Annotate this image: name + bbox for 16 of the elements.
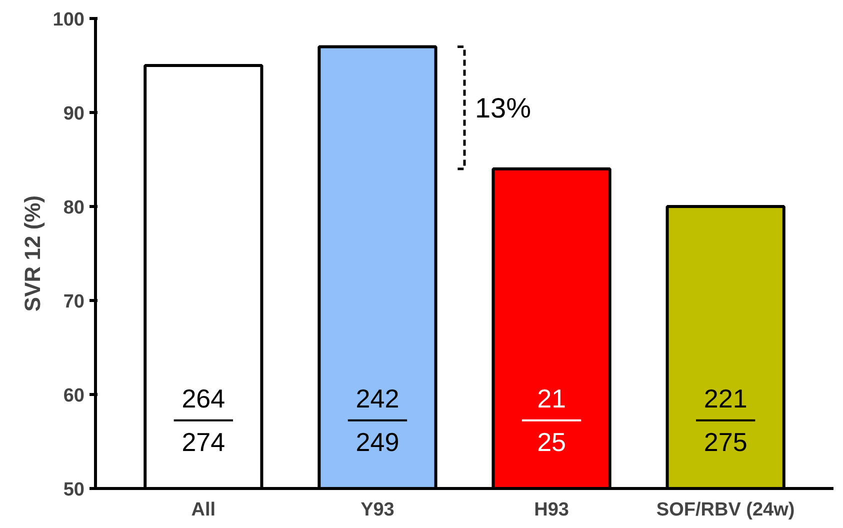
annotation: 264 274 (182, 384, 226, 458)
y-tick-label: 80 (63, 198, 85, 218)
x-tick-label: H93 (534, 500, 569, 520)
y-tick-label: 50 (63, 480, 85, 500)
y-axis-title: SVR 12 (%) (20, 195, 45, 312)
y-tick-label: 70 (63, 292, 85, 312)
y-tick-label: 60 (63, 386, 85, 406)
x-tick-label: All (191, 500, 216, 520)
annotation: 221 275 (704, 384, 748, 458)
y-tick-label: 100 (52, 10, 84, 30)
annotation: 242 249 (356, 384, 400, 458)
x-tick-label: Y93 (360, 500, 394, 520)
annotation: 21 25 (537, 384, 566, 458)
annotation: 13% (474, 92, 531, 124)
y-tick-label: 90 (63, 104, 85, 124)
x-tick-label: SOF/RBV (24w) (656, 500, 795, 520)
